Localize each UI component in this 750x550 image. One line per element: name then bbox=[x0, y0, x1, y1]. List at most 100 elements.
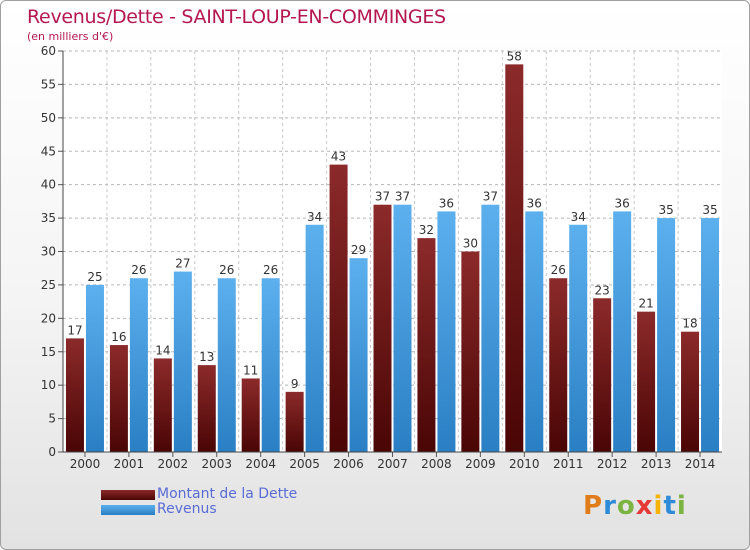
bar-revenus bbox=[481, 204, 500, 452]
x-tick-label: 2007 bbox=[377, 457, 408, 471]
logo-letter: t bbox=[663, 491, 677, 521]
y-tick-label: 35 bbox=[41, 211, 56, 225]
data-label: 26 bbox=[263, 263, 278, 277]
bar-dette bbox=[197, 365, 216, 452]
logo-letter: o bbox=[616, 491, 636, 521]
data-label: 37 bbox=[395, 190, 410, 204]
y-tick-label: 50 bbox=[41, 111, 56, 125]
y-tick-label: 20 bbox=[41, 311, 56, 325]
data-label: 9 bbox=[291, 377, 299, 391]
data-label: 32 bbox=[419, 223, 434, 237]
x-tick-label: 2002 bbox=[158, 457, 189, 471]
bar-dette bbox=[329, 164, 348, 452]
chart-title: Revenus/Dette - SAINT-LOUP-EN-COMMINGES bbox=[27, 6, 446, 28]
y-tick-label: 15 bbox=[41, 345, 56, 359]
bar-dette bbox=[417, 238, 436, 452]
logo-letter: i bbox=[653, 491, 664, 521]
x-tick-label: 2009 bbox=[465, 457, 496, 471]
data-label: 14 bbox=[155, 343, 170, 357]
bar-revenus bbox=[701, 218, 720, 452]
data-label: 23 bbox=[595, 283, 610, 297]
data-label: 30 bbox=[463, 237, 478, 251]
chart-subtitle: (en milliers d'€) bbox=[27, 30, 114, 43]
logo-letter: x bbox=[635, 491, 654, 521]
x-tick-label: 2003 bbox=[201, 457, 232, 471]
data-label: 18 bbox=[682, 317, 697, 331]
data-label: 25 bbox=[87, 270, 102, 284]
logo-letter: r bbox=[603, 491, 617, 521]
y-tick-label: 40 bbox=[41, 178, 56, 192]
bar-revenus bbox=[349, 258, 368, 452]
data-label: 17 bbox=[67, 323, 82, 337]
legend-swatch-dette bbox=[101, 490, 155, 500]
data-label: 16 bbox=[111, 330, 126, 344]
bar-dette bbox=[153, 358, 172, 452]
bar-revenus bbox=[85, 284, 104, 452]
x-tick-label: 2010 bbox=[509, 457, 540, 471]
bar-dette bbox=[461, 251, 480, 452]
data-label: 37 bbox=[375, 190, 390, 204]
legend-label-revenus: Revenus bbox=[157, 501, 217, 517]
x-tick-label: 2000 bbox=[70, 457, 101, 471]
x-tick-label: 2008 bbox=[421, 457, 452, 471]
y-tick-label: 0 bbox=[48, 445, 56, 459]
data-label: 26 bbox=[131, 263, 146, 277]
bar-revenus bbox=[525, 211, 544, 452]
bars bbox=[65, 64, 720, 452]
bar-dette bbox=[285, 391, 304, 452]
proxiti-logo: Proxiti bbox=[583, 491, 687, 521]
data-label: 35 bbox=[702, 203, 717, 217]
bar-revenus bbox=[217, 278, 236, 452]
logo-letter: i bbox=[676, 491, 687, 521]
logo-letter: P bbox=[583, 491, 604, 521]
bar-dette bbox=[373, 204, 392, 452]
bar-revenus bbox=[613, 211, 632, 452]
x-tick-label: 2006 bbox=[333, 457, 364, 471]
data-label: 27 bbox=[175, 257, 190, 271]
data-label: 36 bbox=[527, 196, 542, 210]
x-tick-label: 2001 bbox=[114, 457, 145, 471]
bar-revenus bbox=[437, 211, 456, 452]
y-tick-label: 55 bbox=[41, 77, 56, 91]
data-label: 26 bbox=[219, 263, 234, 277]
bar-dette bbox=[109, 345, 128, 452]
legend-label-dette: Montant de la Dette bbox=[157, 486, 298, 502]
data-label: 37 bbox=[483, 190, 498, 204]
y-tick-label: 45 bbox=[41, 144, 56, 158]
x-tick-label: 2013 bbox=[641, 457, 672, 471]
y-tick-label: 60 bbox=[41, 44, 56, 58]
bar-dette bbox=[593, 298, 612, 452]
bar-dette bbox=[549, 278, 568, 452]
y-tick-label: 25 bbox=[41, 278, 56, 292]
data-label: 36 bbox=[439, 196, 454, 210]
y-tick-label: 10 bbox=[41, 378, 56, 392]
bar-revenus bbox=[569, 224, 588, 452]
data-label: 21 bbox=[638, 297, 653, 311]
bar-dette bbox=[65, 338, 84, 452]
y-tick-label: 5 bbox=[48, 412, 56, 426]
y-tick-label: 30 bbox=[41, 245, 56, 259]
x-tick-label: 2014 bbox=[685, 457, 716, 471]
data-label: 43 bbox=[331, 150, 346, 164]
x-tick-label: 2012 bbox=[597, 457, 628, 471]
x-tick-label: 2011 bbox=[553, 457, 584, 471]
legend-swatch-revenus bbox=[101, 505, 155, 515]
grid bbox=[63, 50, 722, 453]
bar-dette bbox=[505, 64, 524, 452]
bar-dette bbox=[241, 378, 260, 452]
x-tick-label: 2004 bbox=[245, 457, 276, 471]
bar-revenus bbox=[173, 271, 192, 452]
data-label: 11 bbox=[243, 363, 258, 377]
bar-dette bbox=[681, 331, 700, 452]
x-tick-label: 2005 bbox=[289, 457, 320, 471]
bar-revenus bbox=[657, 218, 676, 452]
data-label: 29 bbox=[351, 243, 366, 257]
data-label: 34 bbox=[571, 210, 586, 224]
data-label: 13 bbox=[199, 350, 214, 364]
data-label: 58 bbox=[507, 49, 522, 63]
data-label: 35 bbox=[658, 203, 673, 217]
bar-revenus bbox=[129, 278, 148, 452]
bar-revenus bbox=[261, 278, 280, 452]
